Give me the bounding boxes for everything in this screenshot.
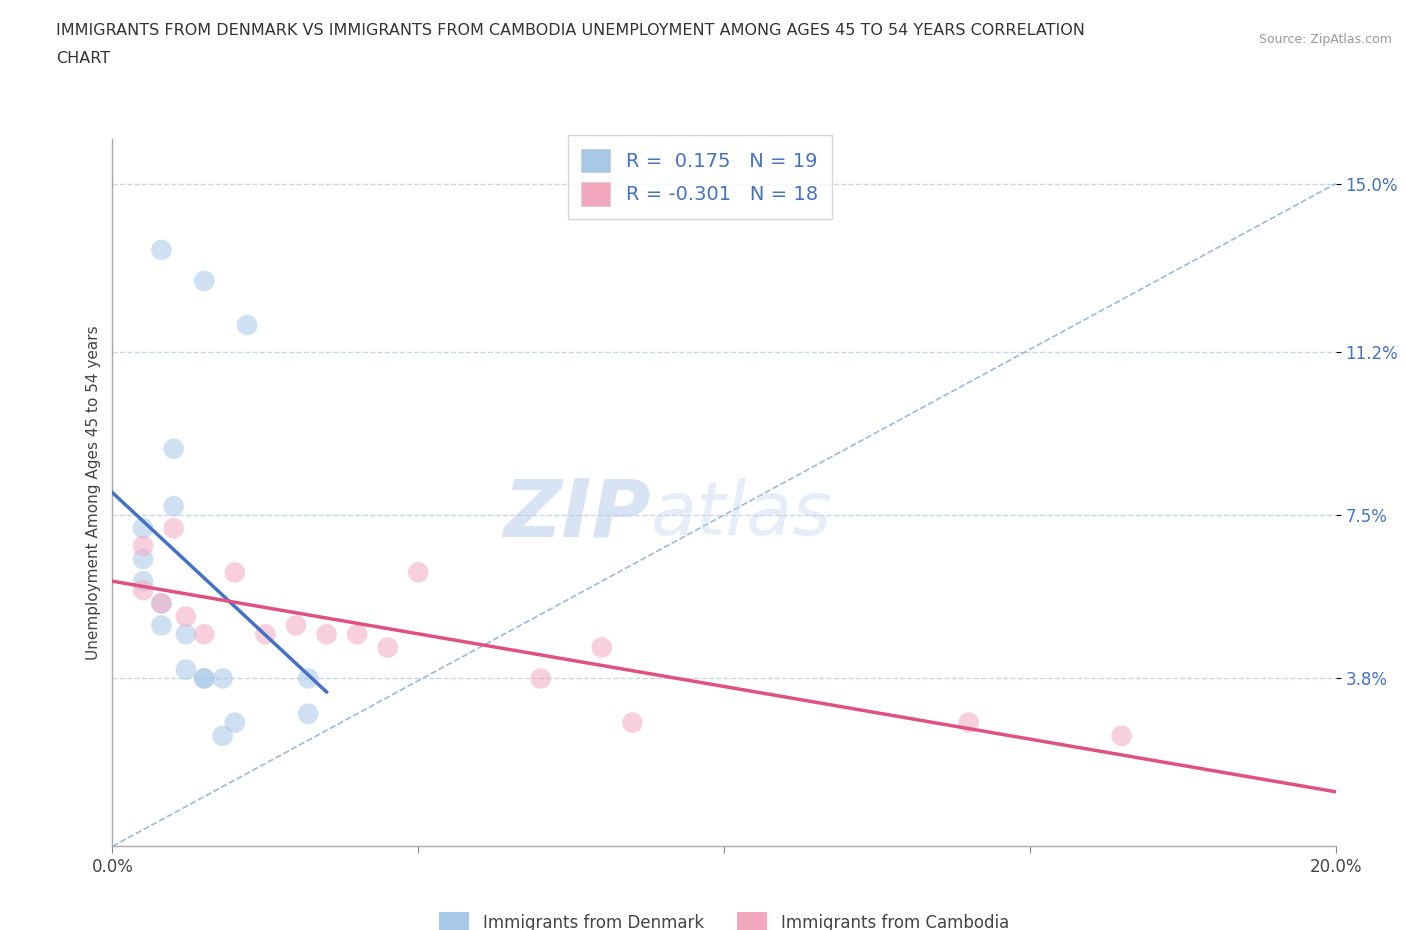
Point [174, 627, 197, 642]
Point [132, 574, 155, 589]
Point [174, 662, 197, 677]
Point [408, 565, 430, 580]
Point [193, 627, 215, 642]
Point [211, 671, 233, 686]
Point [174, 609, 197, 624]
Point [254, 627, 277, 642]
Point [163, 498, 186, 513]
Point [957, 715, 980, 730]
Text: ZIP: ZIP [503, 475, 651, 553]
Point [621, 715, 644, 730]
Point [193, 671, 215, 686]
Text: atlas: atlas [651, 478, 832, 551]
Point [224, 715, 246, 730]
Point [1111, 728, 1133, 743]
Point [132, 538, 155, 553]
Legend: Immigrants from Denmark, Immigrants from Cambodia: Immigrants from Denmark, Immigrants from… [432, 904, 1017, 930]
Point [150, 243, 173, 258]
Point [193, 671, 215, 686]
Point [150, 596, 173, 611]
Point [132, 551, 155, 566]
Point [193, 273, 215, 288]
Text: Source: ZipAtlas.com: Source: ZipAtlas.com [1258, 33, 1392, 46]
Point [224, 565, 246, 580]
Point [297, 707, 319, 722]
Point [377, 640, 399, 655]
Point [346, 627, 368, 642]
Point [150, 618, 173, 633]
Point [236, 318, 259, 333]
Point [530, 671, 553, 686]
Point [163, 442, 186, 457]
Text: CHART: CHART [56, 51, 110, 66]
Point [150, 596, 173, 611]
Point [591, 640, 613, 655]
Point [132, 582, 155, 598]
Y-axis label: Unemployment Among Ages 45 to 54 years: Unemployment Among Ages 45 to 54 years [86, 326, 101, 660]
Point [163, 521, 186, 536]
Point [315, 627, 337, 642]
Text: IMMIGRANTS FROM DENMARK VS IMMIGRANTS FROM CAMBODIA UNEMPLOYMENT AMONG AGES 45 T: IMMIGRANTS FROM DENMARK VS IMMIGRANTS FR… [56, 23, 1085, 38]
Point [132, 521, 155, 536]
Point [297, 671, 319, 686]
Point [284, 618, 308, 633]
Point [211, 728, 233, 743]
